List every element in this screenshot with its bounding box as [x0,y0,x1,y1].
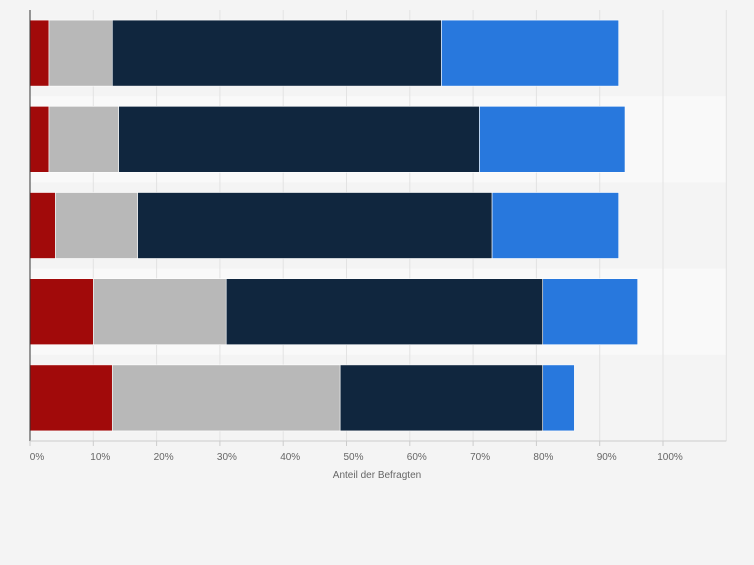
bar-segment-3 [225,278,544,346]
x-tick-label: 70% [470,452,490,463]
bar-segment-4 [441,19,619,87]
bar-segment-4 [479,106,626,173]
bar-segment-3 [137,192,493,259]
bar-segment-2 [111,364,341,432]
x-tick-label: 10% [90,452,110,463]
x-tick-label: 60% [407,452,427,463]
bar-segment-1 [29,278,94,346]
x-tick-label: 100% [657,452,683,463]
bar-segment-2 [48,19,113,87]
bar-segment-1 [29,19,50,87]
bar-segment-3 [118,106,480,173]
x-axis-title: Anteil der Befragten [333,470,421,481]
x-tick-label: 50% [343,452,363,463]
bar-segment-2 [48,106,119,173]
bars [29,19,638,432]
x-tick-label: 30% [217,452,237,463]
bar-segment-4 [491,192,619,259]
x-tick-label: 20% [154,452,174,463]
bar-segment-3 [339,364,544,432]
x-tick-label: 80% [533,452,553,463]
bar-segment-1 [29,192,56,259]
x-tick-label: 90% [597,452,617,463]
bar-segment-2 [55,192,138,259]
x-tick-label: 0% [30,452,45,463]
bar-segment-1 [29,106,50,173]
bar-segment-1 [29,364,113,432]
bar-segment-3 [111,19,442,87]
bar-segment-4 [542,364,575,432]
x-tick-label: 40% [280,452,300,463]
bar-segment-4 [542,278,638,346]
bar-segment-2 [93,278,227,346]
x-axis: 0% 10% 20% 30% 40% 50% 60% 70% 80% 90% 100% [29,10,727,463]
